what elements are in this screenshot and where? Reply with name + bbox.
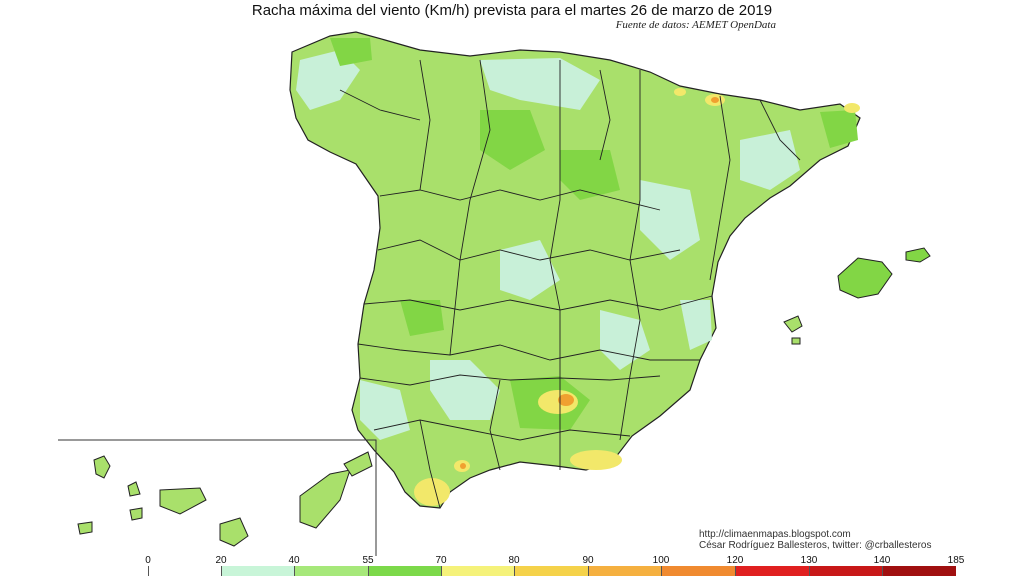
province-borders (339, 59, 801, 509)
legend-tick-90: 90 (582, 555, 594, 566)
legend-tick-130: 130 (800, 555, 818, 566)
formentera (791, 337, 801, 345)
legend-swatch (294, 566, 368, 576)
legend-tick-120: 120 (726, 555, 744, 566)
credit-author: César Rodríguez Ballesteros, twitter: @c… (699, 540, 932, 551)
legend-tick-140: 140 (873, 555, 891, 566)
legend-swatch (441, 566, 514, 576)
credit-url[interactable]: http://climaenmapas.blogspot.com (699, 529, 851, 540)
legend-color-bar (148, 566, 956, 576)
legend-swatch (514, 566, 588, 576)
mallorca (837, 257, 893, 299)
legend-tick-55: 55 (362, 555, 374, 566)
legend-tick-80: 80 (508, 555, 520, 566)
legend-tick-70: 70 (435, 555, 447, 566)
legend-swatch (661, 566, 735, 576)
legend-tick-20: 20 (215, 555, 227, 566)
legend-tick-100: 100 (652, 555, 670, 566)
data-source: Fuente de datos: AEMET OpenData (615, 19, 776, 31)
legend-tick-185: 185 (947, 555, 965, 566)
legend-swatch (148, 566, 221, 576)
legend-swatch (368, 566, 441, 576)
canary-inset-frame (58, 439, 377, 556)
ibiza (783, 315, 803, 333)
low-wind-patches (296, 50, 800, 440)
map-title: Racha máxima del viento (Km/h) prevista … (251, 2, 773, 19)
legend-tick-40: 40 (288, 555, 300, 566)
legend-swatch (588, 566, 661, 576)
legend-swatch (221, 566, 294, 576)
menorca (905, 247, 931, 263)
legend-swatch (882, 566, 956, 576)
legend-tick-0: 0 (145, 555, 151, 566)
canary-islands (77, 451, 373, 547)
legend-swatch (809, 566, 882, 576)
legend-swatch (735, 566, 809, 576)
